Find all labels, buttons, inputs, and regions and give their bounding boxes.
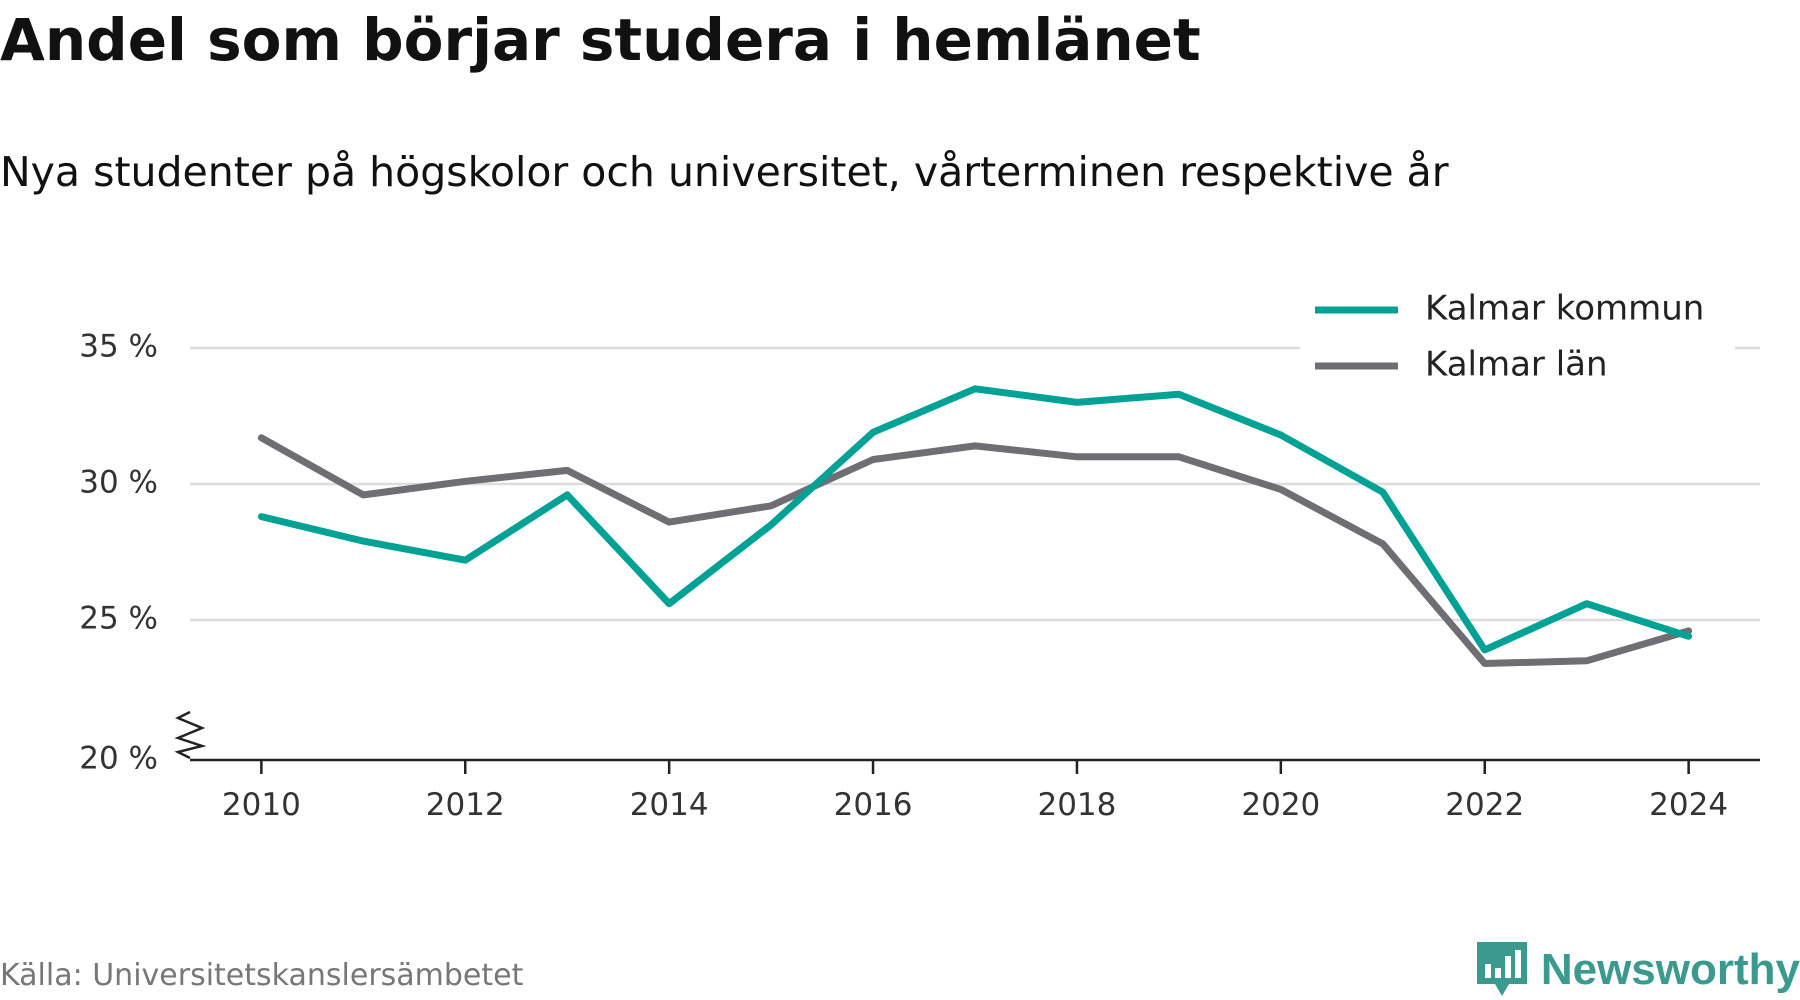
chart-subtitle: Nya studenter på högskolor och universit… xyxy=(0,148,1449,196)
source-note: Källa: Universitetskanslersämbetet xyxy=(0,958,524,993)
x-tick-label: 2020 xyxy=(1241,787,1320,823)
brand-logo: Newsworthy xyxy=(1475,940,1800,1000)
axes: 20 % 25 % 30 % 35 % 2010 2012 2014 2016 2018 2020… xyxy=(79,329,1760,823)
legend: Kalmar kommun Kalmar län xyxy=(1300,280,1735,395)
y-tick-label: 30 % xyxy=(79,465,158,501)
series-lines xyxy=(257,385,1693,667)
brand-name: Newsworthy xyxy=(1540,945,1800,994)
legend-label: Kalmar kommun xyxy=(1425,289,1704,329)
series-line-kalmar-kommun xyxy=(257,385,1693,654)
x-tick-label: 2010 xyxy=(222,787,301,823)
x-tick-label: 2022 xyxy=(1445,787,1524,823)
chart-title: Andel som börjar studera i hemlänet xyxy=(0,6,1201,74)
x-tick-label: 2012 xyxy=(426,787,505,823)
legend-background xyxy=(1300,280,1735,395)
legend-label: Kalmar län xyxy=(1425,345,1608,385)
x-tick-label: 2014 xyxy=(630,787,709,823)
x-tick-label: 2018 xyxy=(1037,787,1116,823)
y-tick-label: 20 % xyxy=(79,741,158,777)
series-line-kalmar-lan xyxy=(257,434,1693,667)
axis-break-mark xyxy=(174,710,207,760)
x-tick-label: 2016 xyxy=(834,787,913,823)
y-tick-label: 25 % xyxy=(79,601,158,637)
x-tick-label: 2024 xyxy=(1649,787,1728,823)
bar-chart-icon xyxy=(1476,942,1527,996)
y-tick-label: 35 % xyxy=(79,329,158,365)
